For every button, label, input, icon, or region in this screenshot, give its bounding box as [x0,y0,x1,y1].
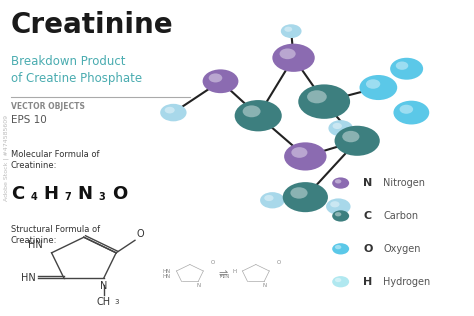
Circle shape [160,104,187,121]
Text: Breakdown Product
of Creatine Phosphate: Breakdown Product of Creatine Phosphate [11,55,142,85]
Text: Hydrogen: Hydrogen [383,277,430,287]
Circle shape [332,276,349,287]
Text: Oxygen: Oxygen [383,244,420,254]
Circle shape [335,245,341,249]
Text: CH: CH [97,297,111,307]
Circle shape [283,182,328,212]
Circle shape [332,243,349,254]
Circle shape [292,147,308,158]
Circle shape [332,177,349,189]
Text: N: N [196,283,200,288]
Text: VECTOR OBJECTS: VECTOR OBJECTS [11,102,85,111]
Circle shape [332,210,349,222]
Text: ⇌: ⇌ [218,269,228,279]
Circle shape [330,201,339,207]
Circle shape [235,100,282,131]
Circle shape [284,142,327,171]
Circle shape [291,187,308,199]
Text: H: H [44,185,59,203]
Circle shape [273,44,315,72]
Text: N: N [78,185,93,203]
Text: 3: 3 [114,299,118,305]
Text: H₂N: H₂N [219,274,230,279]
Text: HN: HN [163,269,171,274]
Circle shape [393,101,429,125]
Circle shape [328,120,353,137]
Text: O: O [276,260,281,265]
Circle shape [209,73,222,82]
Circle shape [243,105,261,117]
Circle shape [366,79,380,89]
Circle shape [390,58,423,80]
Text: O: O [363,244,373,254]
Text: Carbon: Carbon [383,211,418,221]
Circle shape [335,179,341,184]
Circle shape [333,123,342,129]
Circle shape [280,48,296,59]
Text: 3: 3 [99,191,105,202]
Circle shape [260,192,284,209]
Circle shape [264,195,273,201]
Circle shape [298,84,350,119]
Circle shape [307,90,327,103]
Text: Nitrogen: Nitrogen [383,178,425,188]
Circle shape [335,212,341,216]
Circle shape [396,62,408,70]
Circle shape [342,131,359,142]
Circle shape [281,24,301,38]
Text: 7: 7 [64,191,71,202]
Text: Adobe Stock | #474585609: Adobe Stock | #474585609 [4,115,9,201]
Text: Structural Formula of
Creatinine:: Structural Formula of Creatinine: [11,225,100,245]
Circle shape [335,126,380,156]
Text: HN: HN [28,240,43,250]
Text: HN: HN [163,274,171,279]
Circle shape [400,105,413,114]
Circle shape [359,75,397,100]
Text: N: N [262,283,266,288]
Circle shape [164,107,175,113]
Circle shape [335,278,341,282]
Text: 4: 4 [31,191,37,202]
Circle shape [202,69,238,93]
Text: H: H [363,277,373,287]
Text: O: O [112,185,127,203]
Text: N: N [363,178,373,188]
Text: EPS 10: EPS 10 [11,115,46,125]
Text: O: O [137,229,144,239]
Text: C: C [11,185,24,203]
Circle shape [326,198,351,215]
Text: N: N [100,281,108,290]
Text: O: O [210,260,215,265]
Circle shape [284,27,292,32]
Text: H: H [233,269,237,274]
Text: HN: HN [21,273,36,283]
Text: Creatinine: Creatinine [11,11,173,39]
Text: Molecular Formula of
Creatinine:: Molecular Formula of Creatinine: [11,150,100,170]
Text: C: C [363,211,372,221]
